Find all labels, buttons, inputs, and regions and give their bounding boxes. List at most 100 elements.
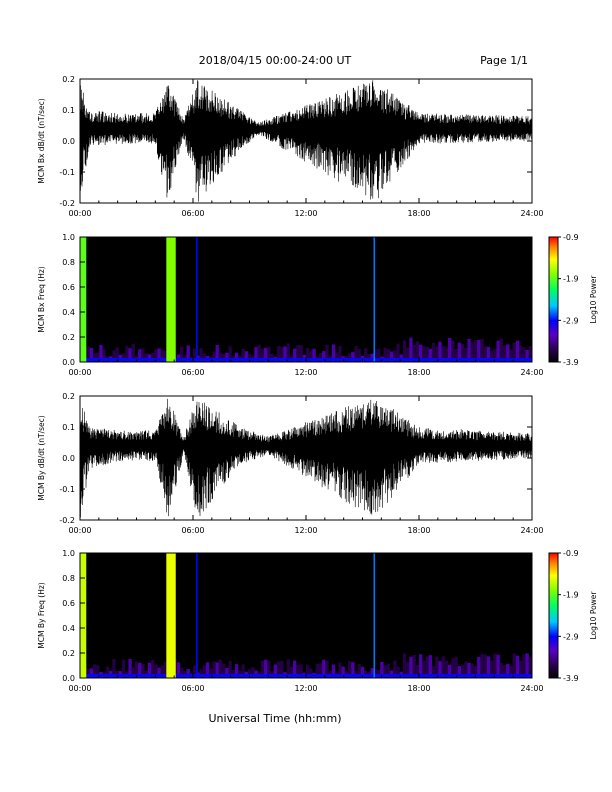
low-frequency-power	[422, 660, 426, 678]
low-frequency-power	[357, 349, 361, 362]
low-frequency-power	[121, 353, 126, 362]
low-frequency-power	[415, 341, 420, 362]
low-frequency-power	[234, 352, 239, 362]
y-tick-label: 0.0	[62, 454, 75, 463]
x-tick-label: 00:00	[68, 368, 91, 377]
low-frequency-power	[331, 664, 336, 678]
x-tick-label: 24:00	[520, 368, 543, 377]
low-frequency-power	[519, 345, 523, 362]
y-axis-label: MCM Bx Freq (Hz)	[37, 266, 46, 332]
low-frequency-power	[99, 344, 103, 362]
low-frequency-power	[267, 346, 271, 362]
low-frequency-power	[138, 349, 142, 362]
plot-frame	[79, 78, 533, 204]
low-frequency-power	[451, 340, 455, 362]
page-number: Page 1/1	[480, 54, 528, 67]
low-frequency-power	[315, 663, 319, 678]
low-frequency-power	[428, 655, 432, 678]
y-tick-label: 0.8	[62, 258, 75, 267]
y-tick-label: 0.4	[62, 308, 75, 317]
low-frequency-power	[444, 660, 449, 678]
low-frequency-power	[477, 340, 481, 362]
low-frequency-power	[438, 341, 442, 362]
low-frequency-power	[273, 664, 278, 678]
low-frequency-power	[431, 666, 436, 678]
low-frequency-power	[480, 338, 484, 362]
low-frequency-power	[454, 348, 458, 362]
low-frequency-power	[454, 656, 458, 678]
low-frequency-power	[222, 664, 226, 678]
low-frequency-power	[435, 656, 439, 678]
low-frequency-power	[509, 349, 513, 362]
low-frequency-power	[296, 664, 300, 678]
low-frequency-power	[322, 659, 326, 678]
bx-dbdt-panel: -0.2 -0.1 0.0 0.1 0.2 00:00 06:00 12:00 18:00 24:…	[37, 75, 544, 218]
x-tick-label: 00:00	[68, 209, 91, 218]
by-dbdt-panel: -0.2 -0.1 0.0 0.1 0.2 00:00 06:00 12:00 18:00 24:…	[37, 392, 544, 535]
plot-frame	[79, 395, 533, 521]
x-tick-label: 18:00	[407, 209, 430, 218]
low-frequency-power	[451, 658, 455, 678]
x-tick-label: 12:00	[294, 526, 317, 535]
dbdt-trace	[79, 80, 533, 202]
figure-title: 2018/04/15 00:00-24:00 UT	[199, 54, 352, 67]
low-frequency-power	[380, 661, 384, 678]
low-frequency-power	[138, 662, 142, 678]
low-frequency-power	[254, 347, 258, 362]
plot-frame	[79, 552, 533, 679]
low-frequency-power	[357, 664, 361, 678]
low-frequency-power	[134, 661, 139, 678]
low-frequency-power	[125, 345, 129, 362]
low-frequency-power	[312, 348, 316, 362]
low-frequency-power	[231, 669, 236, 678]
low-frequency-power	[257, 344, 261, 362]
low-frequency-power	[309, 668, 313, 678]
plot-frame	[79, 236, 533, 363]
low-frequency-power	[341, 666, 345, 678]
low-frequency-power	[441, 656, 445, 678]
colorbar	[548, 236, 559, 363]
low-frequency-power	[131, 667, 135, 678]
low-frequency-power	[163, 661, 168, 678]
low-frequency-power	[522, 654, 526, 678]
low-frequency-power	[444, 347, 449, 362]
low-frequency-power	[325, 660, 329, 678]
low-frequency-power	[377, 348, 381, 362]
low-frequency-power	[522, 347, 526, 362]
broadband-power-band	[196, 237, 198, 362]
x-tick-label: 12:00	[294, 209, 317, 218]
low-frequency-power	[486, 656, 491, 678]
spectrogram-background	[80, 237, 532, 362]
low-frequency-power	[370, 668, 374, 678]
low-frequency-power	[92, 353, 97, 362]
colorbar-tick-label: -3.9	[563, 674, 579, 683]
low-frequency-power	[199, 669, 203, 678]
low-frequency-power	[331, 344, 336, 362]
low-frequency-power	[96, 352, 100, 362]
y-axis-label: MCM Bx dB/dt (nT/sec)	[37, 98, 46, 183]
low-frequency-power	[457, 666, 462, 678]
low-frequency-power	[234, 664, 239, 678]
low-frequency-power	[318, 352, 323, 362]
broadband-power-band	[196, 553, 198, 678]
low-frequency-power	[244, 351, 248, 362]
broadband-power-band	[166, 553, 176, 678]
low-frequency-power	[241, 664, 245, 678]
low-frequency-power	[141, 664, 145, 678]
low-frequency-power	[393, 660, 397, 678]
low-frequency-power	[364, 348, 368, 362]
low-frequency-power	[493, 348, 497, 362]
x-tick-label: 24:00	[520, 209, 543, 218]
low-frequency-power	[267, 660, 271, 678]
low-frequency-power	[373, 349, 378, 362]
low-frequency-power	[89, 347, 93, 362]
low-frequency-power	[431, 342, 436, 362]
y-tick-label: 0.2	[62, 75, 75, 84]
low-frequency-power	[512, 342, 516, 362]
low-frequency-power	[490, 350, 494, 362]
y-tick-label: 0.6	[62, 283, 75, 292]
low-frequency-power	[157, 667, 161, 678]
low-frequency-power	[199, 348, 203, 362]
low-frequency-power	[228, 660, 232, 678]
low-frequency-power	[351, 662, 355, 678]
